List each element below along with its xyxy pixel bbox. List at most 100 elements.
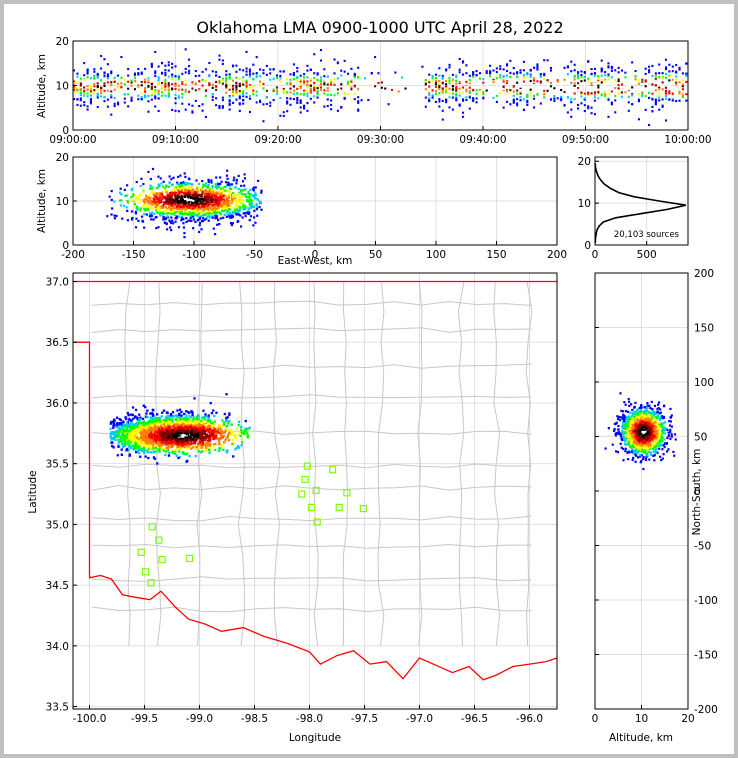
- time-height-source: [502, 80, 505, 83]
- time-height-source: [607, 66, 610, 69]
- east-west-source: [177, 182, 180, 186]
- time-height-source: [648, 71, 651, 74]
- time-height-source: [533, 83, 536, 87]
- plan-view-source: [217, 439, 221, 442]
- time-height-source: [83, 86, 86, 89]
- east-west-source: [183, 236, 186, 239]
- time-height-source: [296, 96, 299, 100]
- time-height-source: [106, 89, 109, 92]
- time-height-source: [289, 103, 292, 106]
- east-west-source: [213, 207, 216, 210]
- time-height-source: [499, 74, 502, 77]
- time-height-source: [113, 80, 116, 83]
- time-height-source: [106, 98, 109, 101]
- time-height-source: [445, 101, 448, 104]
- plan-view-source: [203, 418, 207, 421]
- east-west-source: [176, 208, 179, 211]
- plan-view-source: [111, 437, 115, 440]
- east-west-source: [237, 209, 240, 212]
- time-height-source: [614, 111, 617, 114]
- time-height-source: [303, 73, 306, 76]
- time-height-source: [103, 71, 106, 74]
- plan-view-source: [150, 428, 153, 431]
- plan-view-source: [167, 454, 171, 457]
- p1-ytick-label: 0: [62, 125, 69, 137]
- time-height-source: [438, 82, 441, 85]
- east-west-source: [212, 194, 215, 197]
- plan-view-source: [209, 435, 212, 438]
- time-height-source: [651, 92, 654, 95]
- time-height-source: [539, 75, 542, 78]
- east-west-source: [201, 220, 205, 223]
- time-height-source: [150, 98, 153, 101]
- east-west-source: [126, 219, 129, 222]
- plan-view-source: [206, 419, 209, 422]
- east-west-source: [251, 202, 254, 205]
- east-west-source: [220, 192, 223, 195]
- east-west-source: [190, 207, 194, 211]
- time-height-source: [617, 71, 620, 74]
- time-height-source: [529, 94, 532, 97]
- plan-view-source: [234, 448, 237, 451]
- east-west-source: [213, 195, 216, 198]
- time-height-source: [475, 97, 478, 100]
- plan-view-source: [198, 446, 201, 449]
- time-height-source: [215, 85, 218, 88]
- east-west-source: [175, 191, 178, 194]
- time-height-source: [516, 104, 519, 107]
- time-height-source: [106, 81, 109, 84]
- time-height-source: [648, 96, 651, 99]
- east-west-source: [170, 204, 173, 207]
- plan-view-source: [192, 435, 196, 439]
- time-height-source: [96, 76, 99, 79]
- time-height-source: [103, 96, 106, 99]
- east-west-source: [233, 176, 236, 179]
- p1-xtick-label: 09:40:00: [459, 134, 506, 146]
- plan-view-source: [181, 417, 184, 420]
- time-height-source: [245, 67, 248, 70]
- east-west-source: [164, 197, 167, 200]
- east-west-source: [110, 198, 113, 201]
- time-height-source: [553, 86, 556, 89]
- plan-view-source: [212, 433, 216, 436]
- east-west-source: [222, 188, 225, 192]
- plan-view-source: [196, 425, 200, 429]
- plan-view-source: [165, 427, 169, 430]
- east-west-source: [156, 206, 160, 209]
- time-height-source: [286, 91, 289, 94]
- plan-view-source: [169, 446, 172, 449]
- plan-view-source: [179, 437, 182, 440]
- east-west-source: [108, 195, 111, 198]
- plan-view-source: [202, 415, 205, 419]
- time-height-source: [580, 73, 583, 77]
- time-height-source: [556, 87, 559, 90]
- plan-view-source: [158, 444, 161, 447]
- plan-view-source: [237, 424, 240, 427]
- p3-ytick-label: 0: [584, 240, 591, 252]
- east-west-source: [154, 206, 157, 209]
- time-height-source: [573, 75, 576, 78]
- time-height-source: [296, 76, 299, 80]
- time-height-source: [93, 70, 96, 73]
- plan-view-source: [177, 428, 181, 431]
- time-height-source: [198, 80, 201, 83]
- time-height-source: [157, 79, 160, 82]
- time-height-source: [194, 99, 197, 102]
- time-height-source: [248, 86, 251, 89]
- time-height-source: [130, 79, 133, 82]
- time-height-source: [201, 109, 204, 112]
- time-height-source: [465, 80, 468, 83]
- plan-view-source: [232, 441, 236, 445]
- plan-view-source: [122, 445, 125, 448]
- east-west-source: [217, 209, 220, 212]
- plan-view-source: [170, 440, 174, 444]
- plan-view-source: [190, 447, 193, 450]
- plan-view-source: [136, 424, 139, 427]
- time-height-source: [147, 77, 150, 80]
- east-west-source: [188, 211, 191, 214]
- plan-view-source: [132, 448, 135, 451]
- time-height-source: [137, 73, 140, 76]
- time-height-source: [448, 87, 451, 90]
- plan-view-source: [149, 412, 152, 415]
- time-height-source: [434, 90, 438, 93]
